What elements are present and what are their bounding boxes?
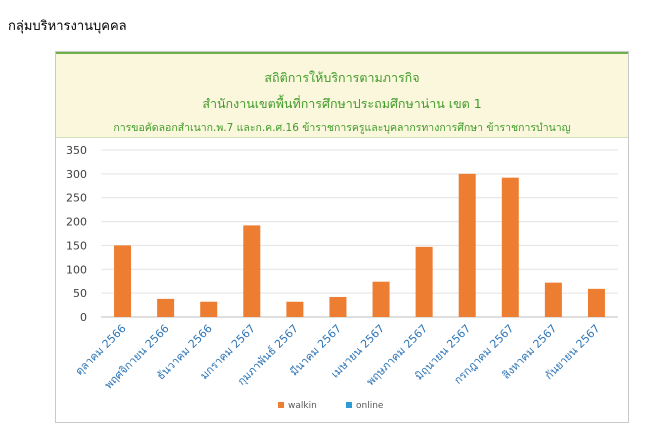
y-tick-label: 150 — [66, 239, 87, 252]
bar-walkin — [458, 173, 476, 317]
chart-title-box: สถิติการให้บริการตามภารกิจ สำนักงานเขตพื… — [56, 52, 628, 138]
chart-title-line-1: สถิติการให้บริการตามภารกิจ — [264, 70, 420, 85]
y-tick-label: 350 — [66, 144, 87, 157]
legend-swatch — [346, 402, 352, 408]
chart-frame: สถิติการให้บริการตามภารกิจ สำนักงานเขตพื… — [55, 51, 629, 423]
legend-swatch — [278, 402, 284, 408]
bar-walkin — [329, 296, 347, 317]
page-heading: กลุ่มบริหารงานบุคคล — [8, 19, 127, 34]
legend-label: online — [356, 401, 384, 411]
chart-title-line-2: สำนักงานเขตพื้นที่การศึกษาประถมศึกษาน่าน… — [202, 96, 482, 111]
bar-walkin — [243, 225, 261, 317]
y-tick-label: 200 — [66, 216, 87, 229]
y-tick-label: 50 — [73, 287, 87, 300]
chart-title-line-3: การขอคัดลอกสำเนาก.พ.7 และก.ค.ศ.16 ข้าราช… — [113, 122, 571, 134]
bar-walkin — [200, 301, 218, 317]
bar-walkin — [286, 301, 304, 317]
bar-walkin — [501, 177, 519, 317]
y-tick-label: 250 — [66, 192, 87, 205]
bar-walkin — [587, 288, 605, 317]
y-tick-label: 0 — [80, 311, 87, 324]
bar-walkin — [415, 246, 433, 317]
y-tick-label: 300 — [66, 168, 87, 181]
bar-walkin — [372, 281, 390, 317]
bar-walkin — [114, 245, 132, 317]
bar-walkin — [157, 298, 175, 317]
y-tick-label: 100 — [66, 263, 87, 276]
legend-label: walkin — [288, 401, 317, 411]
bar-walkin — [544, 282, 562, 317]
